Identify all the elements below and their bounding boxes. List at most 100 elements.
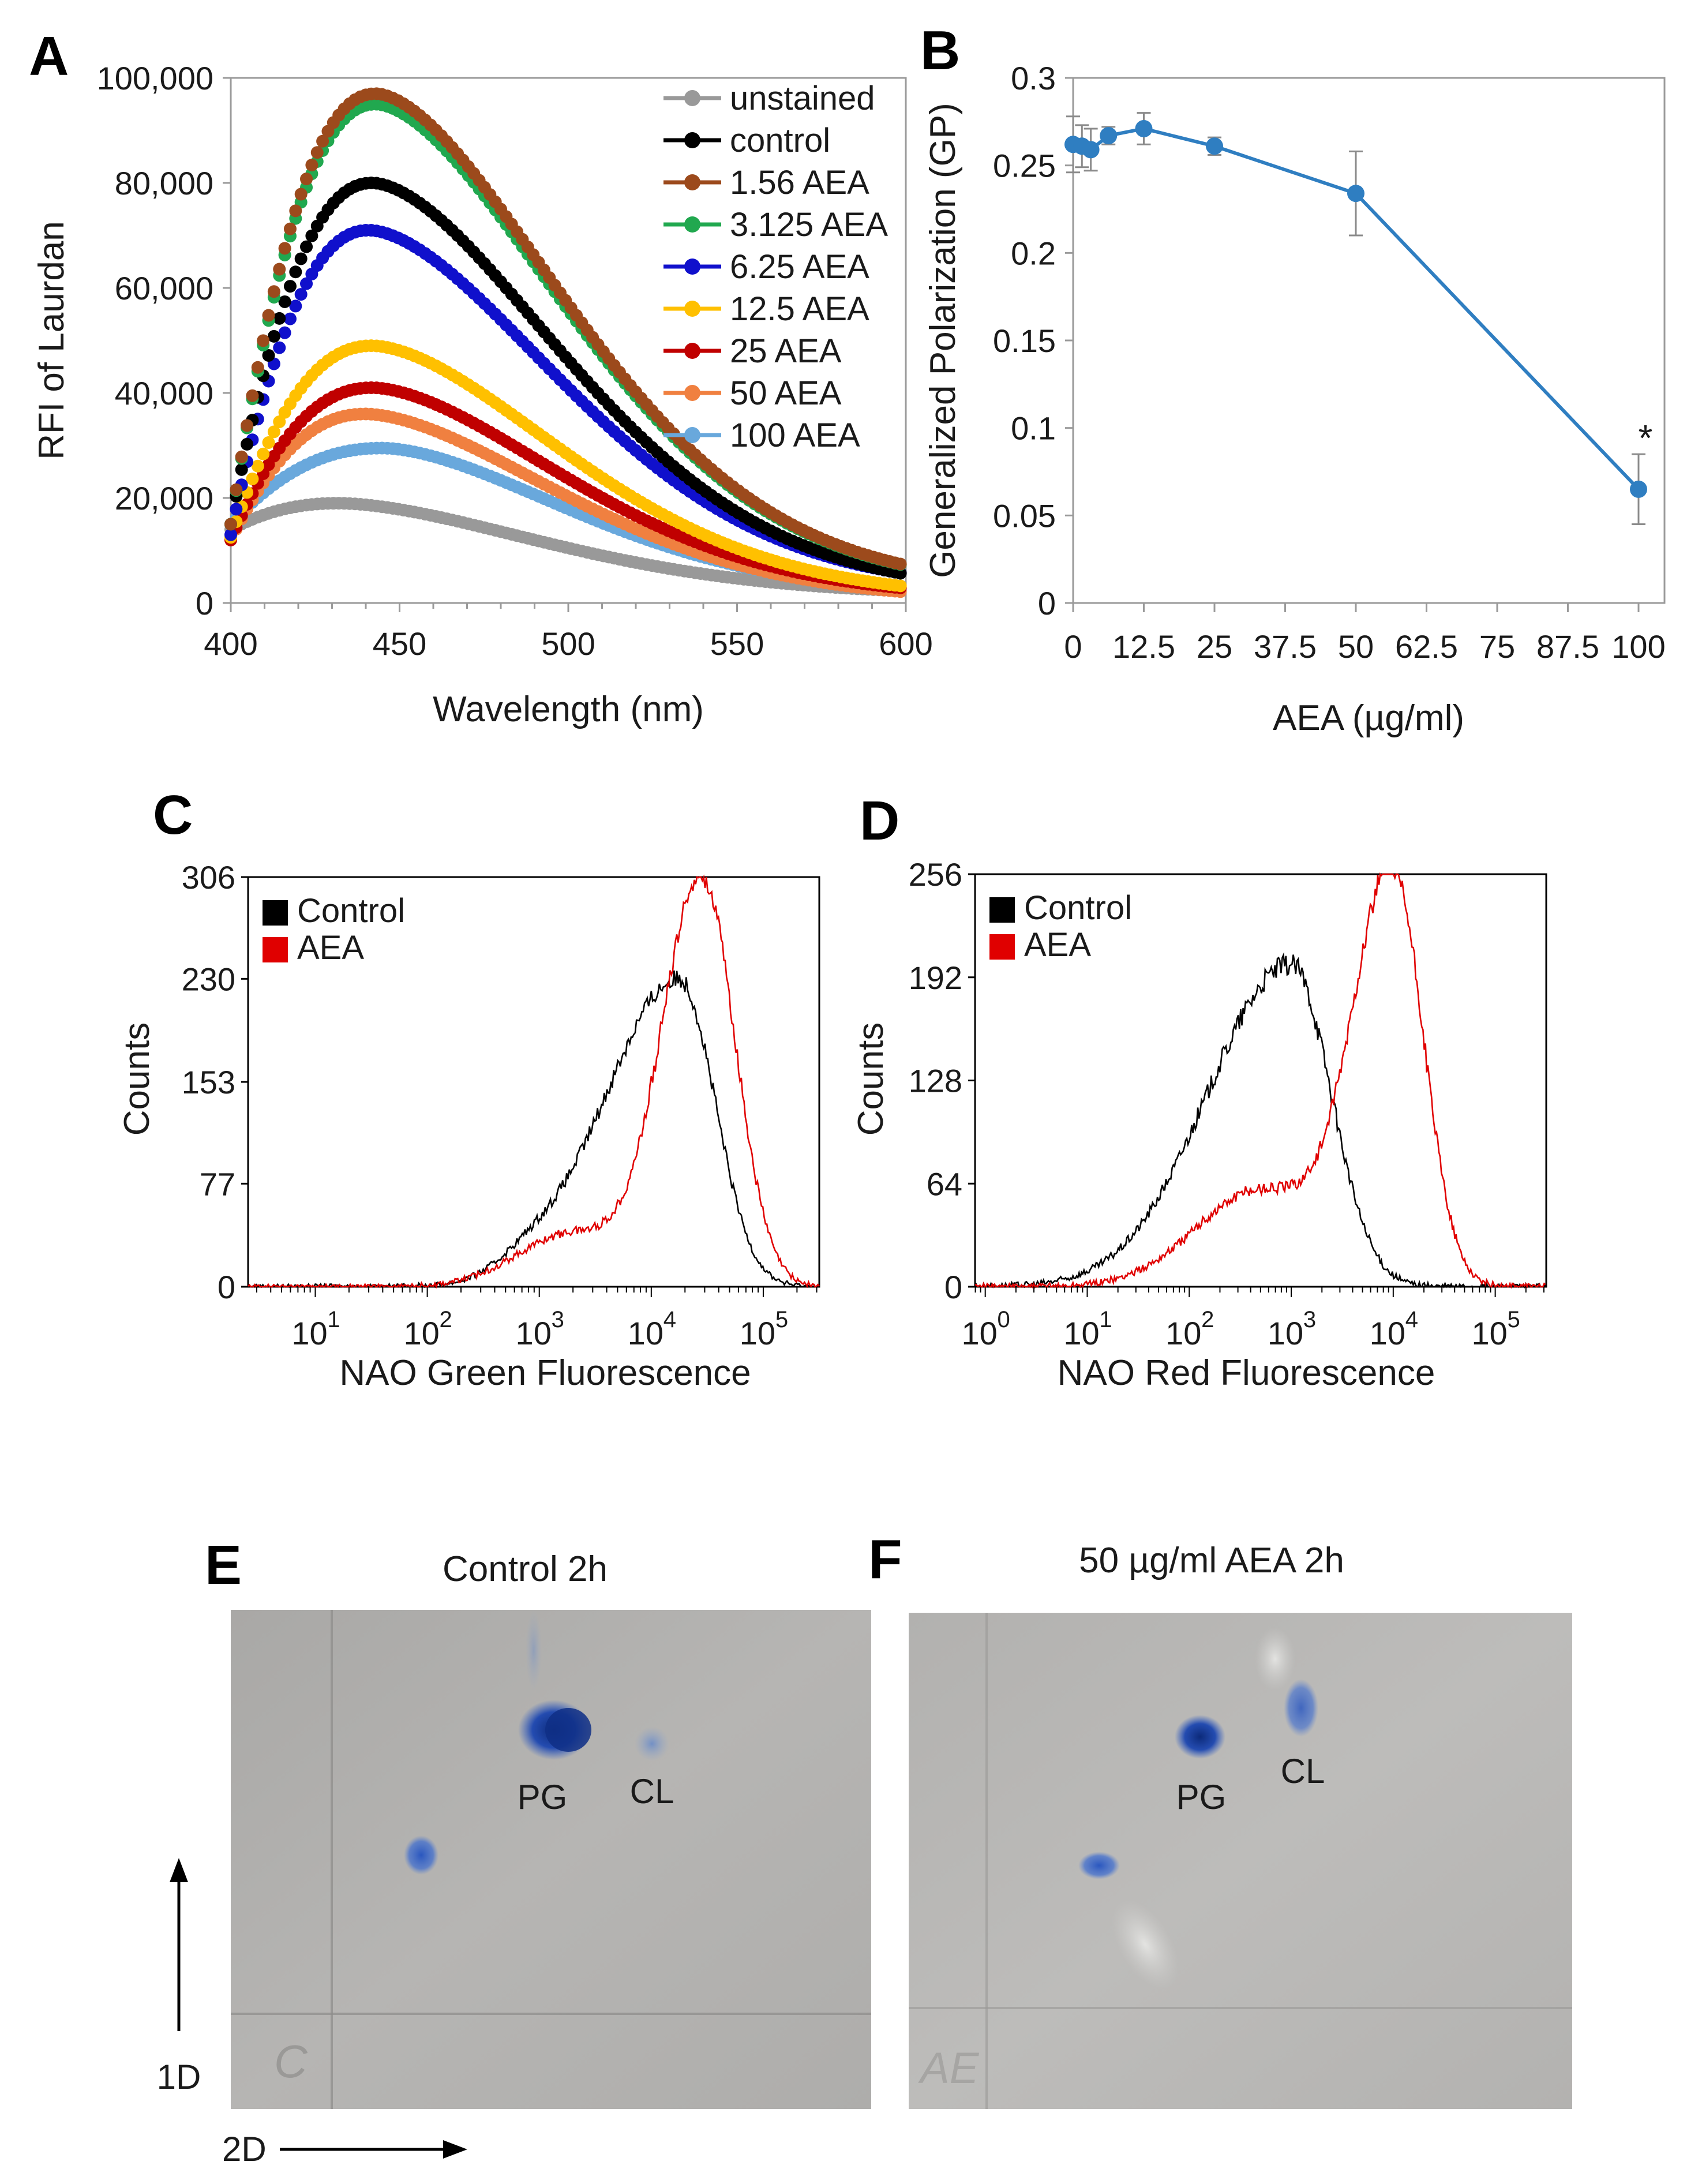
- data-point: [235, 463, 248, 476]
- legend-marker: [684, 90, 700, 106]
- y-tick-label: 128: [909, 1063, 962, 1099]
- data-point: [305, 159, 318, 172]
- panel-d-xlabel: NAO Red Fluorescence: [1058, 1353, 1435, 1393]
- x-tick-base: 10: [1165, 1315, 1201, 1351]
- y-tick-label: 0: [218, 1269, 235, 1305]
- legend-label: 3.125 AEA: [730, 206, 888, 244]
- legend-marker: [684, 301, 700, 317]
- tlc-plate-mark-c: C: [274, 2036, 308, 2087]
- series-control: [224, 177, 907, 580]
- y-tick-label: 0.15: [993, 323, 1056, 359]
- tlc-label-pg: PG: [518, 1778, 568, 1816]
- x-tick-exponent: 1: [1099, 1307, 1112, 1332]
- x-tick-base: 10: [1268, 1315, 1303, 1351]
- x-tick-label: 450: [373, 625, 426, 662]
- legend-swatch: [263, 937, 288, 962]
- data-point: [241, 437, 254, 451]
- y-tick-label: 77: [200, 1166, 235, 1202]
- panel-b-label: B: [920, 20, 960, 81]
- data-point: [273, 312, 286, 325]
- legend-label: unstained: [730, 80, 875, 117]
- legend-label: 50 AEA: [730, 374, 842, 412]
- panel-b-series: *: [1064, 112, 1653, 525]
- data-point: [294, 288, 308, 301]
- y-tick-label: 192: [909, 960, 962, 996]
- data-point: [294, 188, 308, 201]
- data-point: [230, 483, 243, 496]
- data-point: [267, 329, 280, 343]
- data-point: [894, 557, 907, 571]
- panel-a-xlabel: Wavelength (nm): [433, 690, 704, 729]
- legend-label: 1.56 AEA: [730, 164, 869, 201]
- x-tick-base: 10: [1471, 1315, 1507, 1351]
- x-tick-base: 10: [516, 1315, 552, 1351]
- x-tick-base: 10: [740, 1315, 775, 1351]
- significance-star: *: [1639, 417, 1653, 459]
- data-point: [235, 450, 248, 463]
- panel-b-xlabel: AEA (µg/ml): [1273, 698, 1464, 738]
- data-point: [262, 436, 275, 449]
- data-point: [283, 222, 297, 235]
- data-point: [246, 472, 259, 485]
- histogram-aea: [974, 872, 1546, 1289]
- x-tick-base: 10: [628, 1315, 663, 1351]
- arrow-2d-head: [443, 2140, 467, 2159]
- data-point: [257, 447, 270, 460]
- x-tick-label: 75: [1479, 628, 1515, 665]
- tlc-spot-pg-core: [545, 1708, 591, 1752]
- x-tick-label: 600: [879, 625, 932, 662]
- panel-a-series: [224, 87, 907, 598]
- arrow-1d-head: [170, 1858, 188, 1882]
- tlc-spot-pg-f: [1175, 1715, 1225, 1759]
- data-point: [894, 567, 907, 580]
- panel-c-ylabel: Counts: [117, 1022, 157, 1136]
- panel-a-ylabel: RFI of Laurdan: [32, 221, 72, 460]
- x-tick-label: 550: [710, 625, 764, 662]
- x-tick-base: 10: [1370, 1315, 1405, 1351]
- data-point: [289, 204, 302, 218]
- panel-f-title: 50 µg/ml AEA 2h: [1079, 1541, 1344, 1580]
- x-tick-label: 400: [204, 625, 257, 662]
- data-point: [294, 252, 308, 265]
- tlc-plate-aea: [909, 1613, 1572, 2109]
- data-point: [262, 309, 275, 322]
- y-tick-label: 0.25: [993, 148, 1056, 184]
- panel-c-series: [248, 874, 820, 1289]
- legend-label: Control: [1024, 889, 1132, 927]
- x-tick-label: 37.5: [1254, 628, 1317, 665]
- panel-c-xlabel: NAO Green Fluorescence: [339, 1353, 751, 1393]
- x-tick-base: 10: [291, 1315, 327, 1351]
- tlc-spot-cl-f: [1284, 1679, 1318, 1737]
- x-tick-exponent: 3: [1303, 1307, 1316, 1332]
- panel-d-ylabel: Counts: [851, 1022, 891, 1136]
- x-tick-label: 25: [1197, 628, 1232, 665]
- x-tick-base: 10: [1063, 1315, 1099, 1351]
- legend-marker: [684, 427, 700, 443]
- data-point: [257, 334, 270, 347]
- legend-swatch: [989, 897, 1015, 923]
- series-1-56-aea: [224, 87, 907, 571]
- data-point: [251, 361, 264, 374]
- data-point: [273, 341, 286, 354]
- data-point: [305, 229, 318, 242]
- panel-d-label: D: [860, 790, 899, 852]
- panel-b-ticks: 0 0.05 0.1 0.15 0.2 0.25 0.3 0 12.5 25 37.5 50 62.5 7…: [993, 60, 1666, 665]
- data-point: [310, 146, 324, 159]
- x-tick-exponent: 2: [439, 1307, 452, 1332]
- data-point: [1630, 480, 1647, 498]
- x-tick-base: 10: [403, 1315, 439, 1351]
- panel-e-label: E: [205, 1534, 242, 1596]
- panel-d-series: [974, 872, 1546, 1289]
- data-point: [300, 173, 313, 186]
- x-tick-exponent: 0: [998, 1307, 1010, 1332]
- y-tick-label: 153: [182, 1064, 235, 1100]
- panel-c-label: C: [153, 784, 193, 846]
- x-tick-label: 100: [1611, 628, 1665, 665]
- legend-swatch: [989, 934, 1015, 960]
- data-point: [894, 579, 907, 593]
- tlc-smear-bottom: [1112, 1900, 1179, 1989]
- data-point: [289, 299, 302, 313]
